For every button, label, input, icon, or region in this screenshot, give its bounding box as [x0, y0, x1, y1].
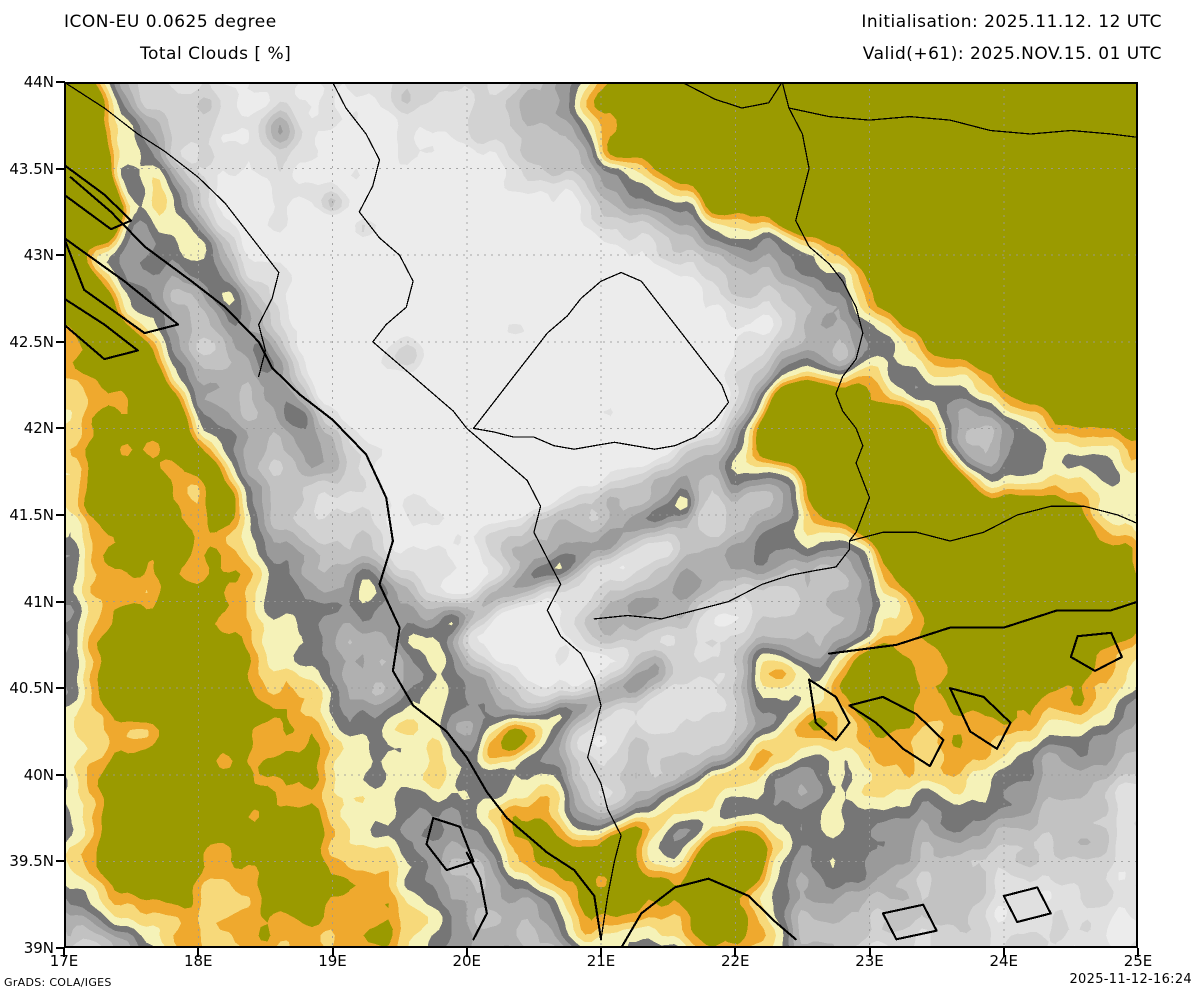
x-axis-label: 24E	[989, 952, 1018, 970]
x-axis-label: 20E	[452, 952, 481, 970]
footer-timestamp: 2025-11-12-16:24	[1069, 972, 1192, 987]
y-axis-tick	[56, 687, 65, 689]
x-axis-label: 22E	[721, 952, 750, 970]
x-axis-label: 25E	[1124, 952, 1153, 970]
header-field-title: Total Clouds [ %]	[140, 44, 291, 64]
y-axis-label: 42.5N	[9, 333, 54, 351]
y-axis-tick	[56, 860, 65, 862]
y-axis-label: 43.5N	[9, 160, 54, 178]
y-axis-tick	[56, 774, 65, 776]
y-axis-label: 40N	[24, 766, 54, 784]
y-axis-label: 39.5N	[9, 852, 54, 870]
y-axis-label: 40.5N	[9, 679, 54, 697]
header-initialisation: Initialisation: 2025.11.12. 12 UTC	[861, 12, 1162, 32]
header-valid-time: Valid(+61): 2025.NOV.15. 01 UTC	[863, 44, 1162, 64]
y-axis-tick	[56, 81, 65, 83]
y-axis-tick	[56, 254, 65, 256]
footer-credit: GrADS: COLA/IGES	[4, 976, 112, 989]
y-axis-label: 41N	[24, 593, 54, 611]
y-axis-tick	[56, 168, 65, 170]
y-axis-label: 43N	[24, 246, 54, 264]
cloud-cover-contour-map	[64, 82, 1138, 948]
y-axis-tick	[56, 514, 65, 516]
header-model-title: ICON-EU 0.0625 degree	[64, 12, 277, 32]
y-axis-tick	[56, 341, 65, 343]
y-axis-label: 44N	[24, 73, 54, 91]
weather-map-plot-area[interactable]	[64, 82, 1138, 948]
x-axis-label: 18E	[184, 952, 213, 970]
x-axis-label: 23E	[855, 952, 884, 970]
x-axis-label: 21E	[587, 952, 616, 970]
x-axis-label: 19E	[318, 952, 347, 970]
y-axis-tick	[56, 427, 65, 429]
y-axis-label: 41.5N	[9, 506, 54, 524]
y-axis-tick	[56, 601, 65, 603]
y-axis-label: 42N	[24, 419, 54, 437]
x-axis-label: 17E	[50, 952, 79, 970]
